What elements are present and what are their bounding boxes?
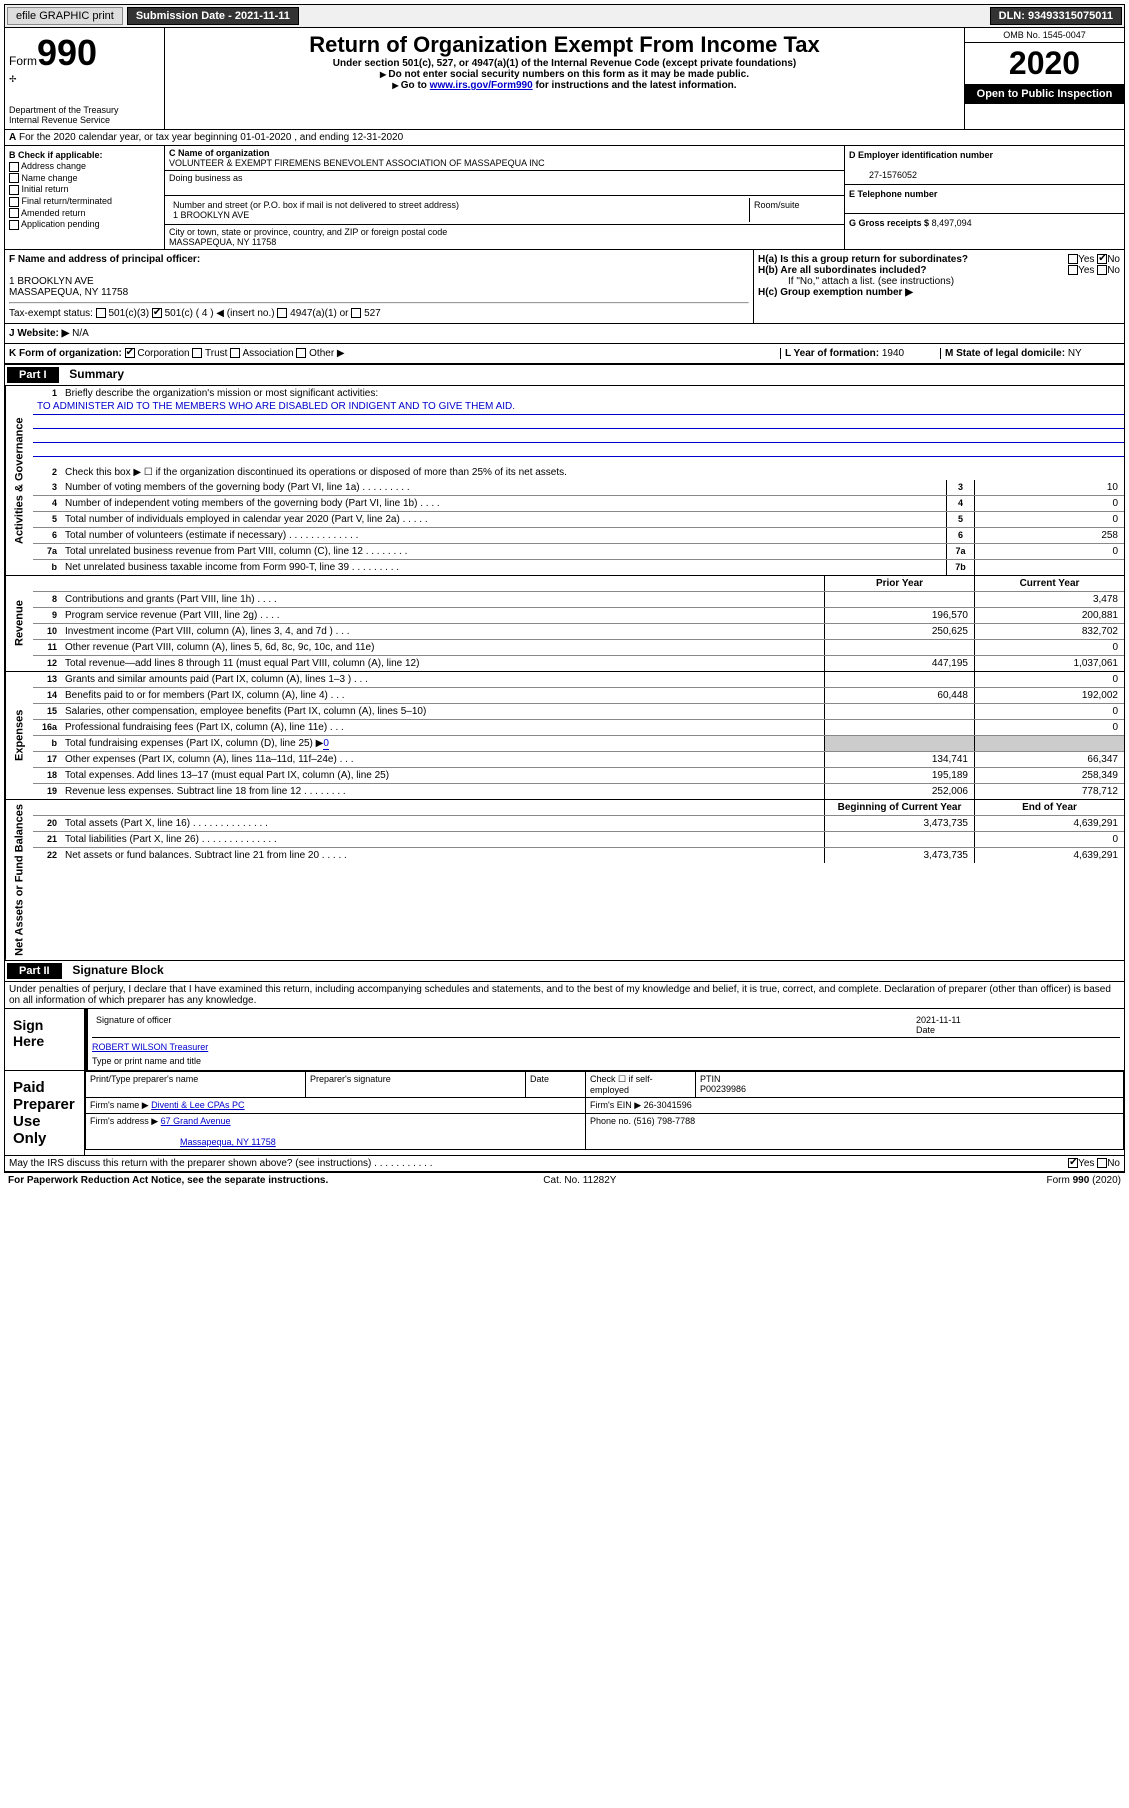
paid-preparer-label: Paid Preparer Use Only — [5, 1071, 85, 1155]
section-h: H(a) Is this a group return for subordin… — [754, 250, 1124, 323]
discuss-question: May the IRS discuss this return with the… — [9, 1158, 433, 1169]
section-f: F Name and address of principal officer:… — [5, 250, 754, 323]
ssn-warning: Do not enter social security numbers on … — [169, 69, 960, 80]
part2-title: Signature Block — [64, 963, 163, 977]
irs-seal-icon: ✢ — [9, 74, 160, 85]
net-tab: Net Assets or Fund Balances — [5, 800, 33, 960]
pra-notice: For Paperwork Reduction Act Notice, see … — [8, 1175, 328, 1186]
form990-link[interactable]: www.irs.gov/Form990 — [430, 80, 533, 91]
form-word: Form — [9, 54, 37, 68]
officer-name: ROBERT WILSON Treasurer — [92, 1042, 208, 1052]
omb-number: OMB No. 1545-0047 — [965, 28, 1124, 43]
section-b: B Check if applicable: Address change Na… — [5, 146, 165, 249]
tax-exempt-label: Tax-exempt status: — [9, 308, 93, 319]
part2-header: Part II — [7, 963, 62, 979]
open-public: Open to Public Inspection — [965, 84, 1124, 104]
efile-label: efile GRAPHIC print — [7, 7, 123, 25]
perjury-statement: Under penalties of perjury, I declare th… — [4, 982, 1125, 1009]
exp-tab: Expenses — [5, 672, 33, 799]
section-d-e-g: D Employer identification number27-15760… — [844, 146, 1124, 249]
submission-date: Submission Date - 2021-11-11 — [127, 7, 299, 25]
gov-tab: Activities & Governance — [5, 386, 33, 575]
rev-tab: Revenue — [5, 576, 33, 671]
form-number: 990 — [37, 32, 97, 73]
dept-label: Department of the Treasury Internal Reve… — [9, 105, 160, 125]
tax-year: 2020 — [965, 43, 1124, 84]
form-title: Return of Organization Exempt From Incom… — [169, 32, 960, 58]
row-a: A For the 2020 calendar year, or tax yea… — [4, 130, 1125, 146]
goto-post: for instructions and the latest informat… — [533, 80, 737, 91]
top-toolbar: efile GRAPHIC print Submission Date - 20… — [4, 4, 1125, 28]
part1-title: Summary — [61, 367, 124, 381]
form-subtitle: Under section 501(c), 527, or 4947(a)(1)… — [169, 58, 960, 69]
cat-no: Cat. No. 11282Y — [543, 1175, 616, 1186]
form-header: Form990 ✢ Department of the Treasury Int… — [4, 28, 1125, 130]
goto-pre: Go to — [401, 80, 430, 91]
part1-header: Part I — [7, 367, 59, 383]
section-c: C Name of organization VOLUNTEER & EXEMP… — [165, 146, 844, 249]
form-footer: Form 990 (2020) — [1047, 1175, 1121, 1186]
mission-text: TO ADMINISTER AID TO THE MEMBERS WHO ARE… — [37, 401, 515, 412]
dln: DLN: 93493315075011 — [990, 7, 1122, 25]
sign-here-label: Sign Here — [5, 1009, 85, 1070]
